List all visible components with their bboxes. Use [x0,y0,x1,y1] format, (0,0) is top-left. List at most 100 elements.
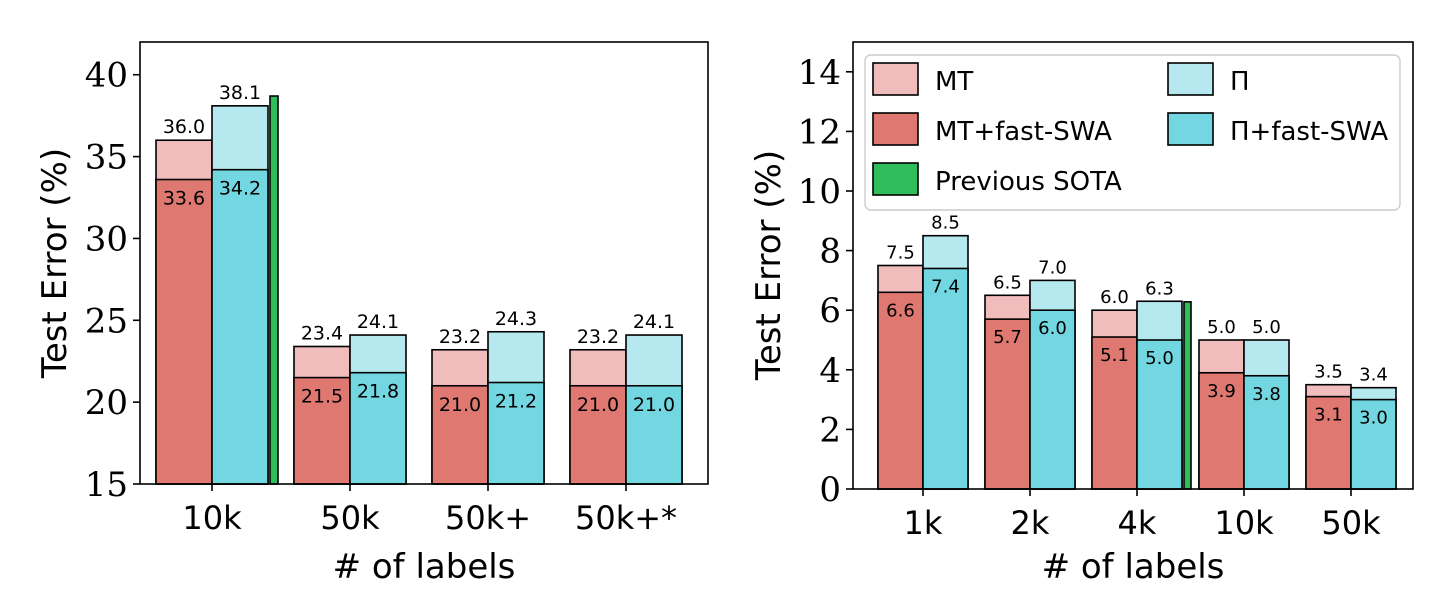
legend-label-previous-sota: Previous SOTA [935,167,1122,197]
left-y-tick-label: 25 [85,301,128,341]
right-label-mt-4: 3.5 [1314,362,1343,383]
right-label-pi-fast-swa-1: 6.0 [1038,318,1067,339]
right-label-mt-fast-swa-4: 3.1 [1314,405,1343,426]
right-label-mt-fast-swa-3: 3.9 [1207,381,1236,402]
left-x-tick-label: 10k [182,499,242,537]
left-plot-frame [139,41,709,485]
left-y-ticks: 15 20 25 30 35 40 [85,56,140,505]
right-label-pi-fast-swa-3: 3.8 [1252,384,1281,405]
right-bar-mt-fast-swa-2 [1091,336,1138,490]
right-y-tick-label: 4 [819,351,841,391]
right-label-pi-1: 7.0 [1038,257,1067,278]
right-bars: 7.5 6.6 8.5 7.4 6.5 5.7 7.0 6.0 6.0 5.1 6.3 5.0 5.0 3… [877,213,1397,490]
legend-label-pi: Π [1230,67,1250,97]
right-y-tick-label: 12 [798,112,841,152]
right-label-pi-fast-swa-2: 5.0 [1145,348,1174,369]
legend-swatch-previous-sota [872,162,919,196]
left-label-pi-fast-swa-0: 34.2 [219,178,261,200]
left-bar-pi-fast-swa-1 [349,371,407,485]
left-label-pi-1: 24.1 [357,311,399,333]
right-label-pi-4: 3.4 [1359,365,1388,386]
right-x-tick-label: 1k [904,504,943,542]
right-y-tick-label: 2 [819,410,841,450]
left-bar-mt-fast-swa-2 [431,384,489,485]
right-label-pi-3: 5.0 [1252,317,1281,338]
right-y-tick-label: 8 [819,232,841,272]
left-label-pi-0: 38.1 [219,82,261,104]
left-bar-pi-fast-swa-3 [625,384,683,485]
right-label-pi-0: 8.5 [931,213,960,234]
right-bar-pi-fast-swa-0 [922,267,969,490]
left-bar-pi-fast-swa-2 [487,381,545,485]
left-y-tick-label: 35 [85,138,128,178]
left-label-pi-fast-swa-3: 21.0 [633,394,675,416]
legend-label-mt-fast-swa: MT+fast-SWA [935,117,1112,147]
legend: MT MT+fast-SWA Previous SOTA Π Π+fast-SWA [864,54,1401,211]
left-y-tick-label: 30 [85,219,128,259]
right-x-tick-label: 50k [1321,504,1381,542]
left-label-pi-3: 24.1 [633,311,675,333]
right-y-ticks: 0 2 4 6 8 10 12 14 [798,53,853,510]
left-label-mt-fast-swa-2: 21.0 [439,394,481,416]
left-label-mt-0: 36.0 [163,116,205,138]
left-label-mt-fast-swa-0: 33.6 [163,188,205,210]
left-bar-mt-fast-swa-0 [155,178,213,485]
right-bar-mt-fast-swa-1 [984,318,1031,490]
legend-swatch-mt [872,62,919,96]
right-label-pi-fast-swa-0: 7.4 [931,276,960,297]
left-y-tick-label: 15 [85,465,128,505]
right-plot-frame [852,41,1414,490]
right-x-tick-label: 4k [1118,504,1157,542]
left-label-mt-3: 23.2 [577,326,619,348]
right-bar-previous-sota-2 [1183,301,1192,490]
left-label-mt-1: 23.4 [301,322,343,344]
right-y-tick-label: 14 [798,53,841,93]
right-label-mt-3: 5.0 [1207,317,1236,338]
right-label-pi-2: 6.3 [1145,278,1174,299]
left-x-axis-label: # of labels [333,547,516,587]
right-y-tick-label: 10 [798,172,841,212]
left-x-tick-label: 50k [320,499,380,537]
left-y-tick-label: 20 [85,383,128,423]
right-y-axis-label: Test Error (%) [749,150,789,381]
left-bar-mt-fast-swa-3 [569,384,627,485]
right-label-mt-fast-swa-2: 5.1 [1100,345,1129,366]
left-bar-pi-fast-swa-0 [211,168,269,485]
left-x-tick-label: 50k+ [445,499,531,537]
legend-label-mt: MT [935,67,973,97]
left-bar-previous-sota-0 [269,95,279,485]
left-y-tick-label: 40 [85,56,128,96]
right-label-mt-2: 6.0 [1100,287,1129,308]
legend-swatch-mt-fast-swa [872,112,919,146]
left-x-tick-label: 50k+* [575,499,677,537]
legend-swatch-pi [1167,62,1214,96]
left-label-pi-fast-swa-1: 21.8 [357,381,399,403]
chart-left: 36.0 33.6 38.1 34.2 23.4 21.5 24.1 21.8 23.2 21.0… [35,41,709,587]
right-x-tick-label: 2k [1011,504,1050,542]
left-y-axis-label: Test Error (%) [35,148,75,379]
left-bars: 36.0 33.6 38.1 34.2 23.4 21.5 24.1 21.8 23.2 21.0… [155,82,683,485]
left-label-pi-2: 24.3 [495,308,537,330]
right-label-mt-fast-swa-1: 5.7 [993,327,1022,348]
right-y-tick-label: 6 [819,291,841,331]
right-label-mt-1: 6.5 [993,272,1022,293]
right-y-tick-label: 0 [819,470,841,510]
left-label-mt-fast-swa-1: 21.5 [301,386,343,408]
legend-swatch-pi-fast-swa [1167,112,1214,146]
legend-box [864,54,1401,211]
right-bar-pi-fast-swa-1 [1029,309,1076,490]
right-label-mt-fast-swa-0: 6.6 [886,300,915,321]
left-label-mt-fast-swa-3: 21.0 [577,394,619,416]
legend-label-pi-fast-swa: Π+fast-SWA [1230,117,1388,147]
chart-right: 7.5 6.6 8.5 7.4 6.5 5.7 7.0 6.0 6.0 5.1 6.3 5.0 5.0 3… [749,41,1414,587]
right-x-ticks: 1k 2k 4k 10k 50k [904,489,1381,542]
right-label-pi-fast-swa-4: 3.0 [1359,408,1388,429]
right-x-axis-label: # of labels [1042,547,1225,587]
left-x-ticks: 10k 50k 50k+ 50k+* [182,484,677,537]
right-label-mt-0: 7.5 [886,243,915,264]
right-x-tick-label: 10k [1214,504,1274,542]
left-label-pi-fast-swa-2: 21.2 [495,391,537,413]
left-label-mt-2: 23.2 [439,326,481,348]
right-bar-pi-fast-swa-4 [1350,398,1397,490]
right-bar-mt-fast-swa-0 [877,291,924,490]
